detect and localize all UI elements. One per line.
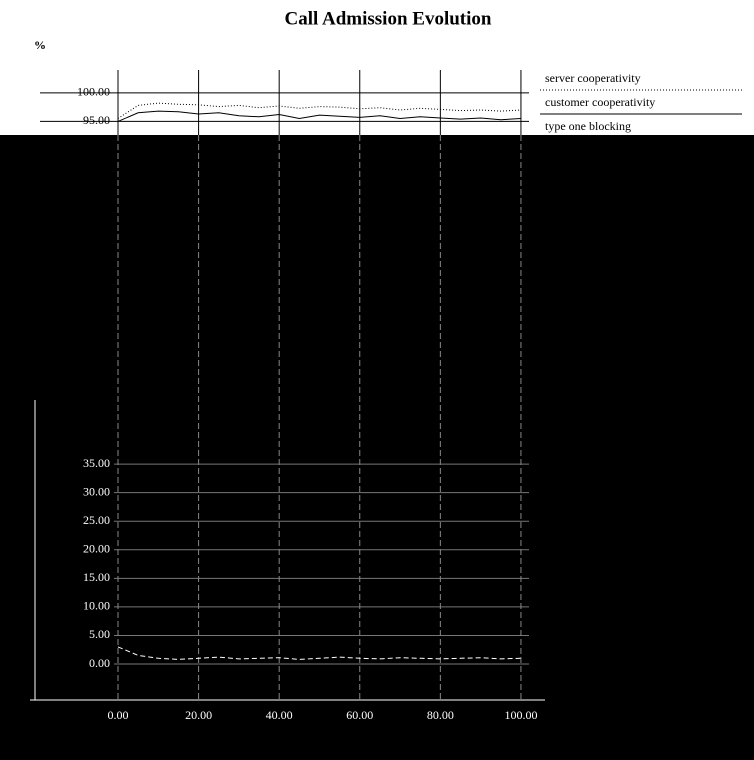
y-tick-label: 15.00 xyxy=(83,570,110,584)
legend-label: type one blocking xyxy=(545,119,631,133)
x-tick-label: 0.00 xyxy=(108,708,129,722)
x-tick-label: 40.00 xyxy=(266,708,293,722)
x-tick-label: 100.00 xyxy=(504,708,537,722)
y-tick-label: 5.00 xyxy=(89,627,110,641)
y-tick-label: 25.00 xyxy=(83,513,110,527)
x-tick-label: 20.00 xyxy=(185,708,212,722)
y-tick-label: 10.00 xyxy=(83,599,110,613)
y-tick-label: 95.00 xyxy=(83,113,110,127)
y-tick-label: 0.00 xyxy=(89,656,110,670)
series-line xyxy=(117,646,521,660)
y-axis-label: % xyxy=(34,38,46,52)
y-tick-label: 20.00 xyxy=(83,542,110,556)
y-tick-label: 100.00 xyxy=(77,85,110,99)
legend-label: customer cooperativity xyxy=(545,95,655,109)
x-tick-label: 80.00 xyxy=(427,708,454,722)
corrupted-region xyxy=(0,135,754,760)
chart-title: Call Admission Evolution xyxy=(285,8,492,29)
x-tick-label: 60.00 xyxy=(346,708,373,722)
series-line xyxy=(117,102,521,119)
y-tick-label: 35.00 xyxy=(83,456,110,470)
series-line xyxy=(117,110,521,122)
y-tick-label: 30.00 xyxy=(83,484,110,498)
legend-label: server cooperativity xyxy=(545,71,641,85)
